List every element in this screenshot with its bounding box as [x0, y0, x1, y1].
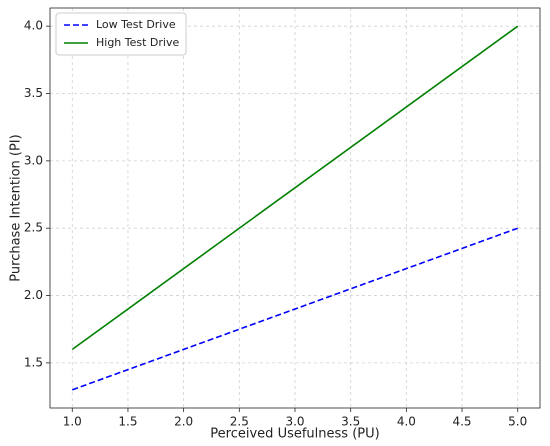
x-axis-label: Perceived Usefulness (PU): [210, 427, 379, 442]
legend-box: [55, 12, 187, 56]
y-tick-label: 4.0: [24, 19, 43, 33]
legend-label: High Test Drive: [96, 36, 179, 49]
x-tick-label: 4.0: [397, 415, 416, 429]
legend-label: Low Test Drive: [96, 18, 176, 31]
x-tick-label: 1.5: [118, 415, 137, 429]
y-tick-label: 1.5: [24, 355, 43, 369]
legend: Low Test Drive High Test Drive: [55, 12, 187, 56]
x-tick-label: 3.5: [341, 415, 360, 429]
series-line: [71, 227, 519, 391]
x-tick-label: 3.0: [285, 415, 304, 429]
x-tick-label: 1.0: [63, 415, 82, 429]
y-tick-label: 3.5: [24, 86, 43, 100]
plot-frame: [49, 7, 541, 409]
y-tick-label: 2.0: [24, 288, 43, 302]
series-line: [71, 25, 519, 351]
x-tick-label: 2.0: [174, 415, 193, 429]
x-tick-label: 4.5: [452, 415, 471, 429]
x-tick-label: 2.5: [230, 415, 249, 429]
x-tick-label: 5.0: [508, 415, 527, 429]
y-tick-label: 2.5: [24, 221, 43, 235]
y-axis-label: Purchase Intention (PI): [9, 134, 24, 281]
y-tick-label: 3.0: [24, 153, 43, 167]
